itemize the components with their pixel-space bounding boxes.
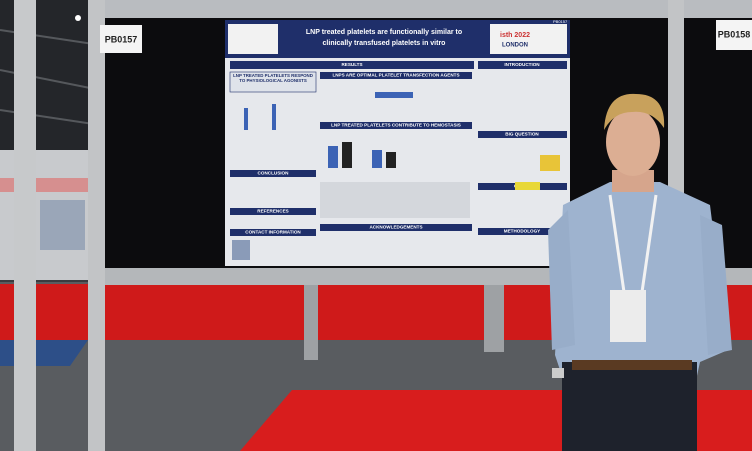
ceiling-light xyxy=(75,15,81,21)
name-badge xyxy=(610,290,646,342)
neck xyxy=(612,170,654,192)
contact-photo xyxy=(232,240,250,260)
arm xyxy=(700,215,732,355)
figure-bar xyxy=(372,150,382,168)
lanyard xyxy=(608,194,626,293)
figure-bar xyxy=(272,104,276,130)
section-title: CONCLUSION xyxy=(258,171,290,176)
conference-badge xyxy=(490,24,567,54)
top-rail xyxy=(95,0,752,18)
lanyard xyxy=(640,194,658,293)
badge-year: isth 2022 xyxy=(500,32,530,39)
sign xyxy=(716,20,752,50)
header-bar xyxy=(320,72,472,79)
figure-highlight xyxy=(515,182,540,190)
section-title: INTRODUCTION xyxy=(504,62,540,67)
section-title: REFERENCES xyxy=(257,209,288,214)
arm xyxy=(548,210,575,350)
section-title: CONTACT INFORMATION xyxy=(245,230,301,235)
header-bar xyxy=(230,208,316,215)
board-leg xyxy=(484,282,504,352)
section-title: LNP TREATED PLATELETS RESPOND TO PHYSIOL… xyxy=(233,73,313,83)
person xyxy=(548,93,732,451)
university-logo xyxy=(228,24,278,54)
board-leg xyxy=(304,282,318,360)
sign-text: PB0158 xyxy=(718,29,751,39)
header-bar xyxy=(230,229,316,236)
section-title: ACKNOWLEDGEMENTS xyxy=(369,225,422,230)
header-bar xyxy=(478,228,567,235)
pole xyxy=(88,0,105,451)
figure-bar xyxy=(342,142,352,168)
section-title: LNPS ARE OPTIMAL PLATELET TRANSFECTION A… xyxy=(332,73,459,78)
hair xyxy=(604,93,665,130)
section-title: RESULTS xyxy=(341,62,362,67)
poster-figures xyxy=(232,92,560,260)
subheader-wrap: LNP TREATED PLATELETS RESPOND TO PHYSIOL… xyxy=(233,73,313,83)
figure-icon xyxy=(540,155,560,171)
belt xyxy=(572,360,692,370)
figure-bar xyxy=(375,92,413,98)
shirt xyxy=(555,182,728,385)
figure-bar xyxy=(244,108,248,130)
watch xyxy=(552,368,564,378)
booth-screen xyxy=(40,200,85,250)
poster-code: PB0157 xyxy=(553,19,568,24)
header-bar xyxy=(230,61,474,69)
face xyxy=(606,108,660,176)
section-title: METHODOLOGY xyxy=(504,229,541,234)
figure-bar xyxy=(328,146,338,168)
header-bar xyxy=(478,131,567,138)
header-bar xyxy=(320,224,472,231)
figure-bar xyxy=(386,152,396,168)
poster-title: clinically transfused platelets in vitro xyxy=(323,40,446,47)
section-title: BIG QUESTION xyxy=(505,132,539,137)
poster-title: LNP treated platelets are functionally s… xyxy=(306,29,462,36)
pole xyxy=(14,0,36,451)
sign-text: PB0157 xyxy=(105,34,138,44)
trousers xyxy=(562,362,697,451)
subheader-box xyxy=(229,71,317,93)
header-bar xyxy=(320,122,472,129)
figure-table xyxy=(320,182,470,218)
section-title: LNP TREATED PLATELETS CONTRIBUTE TO HEMO… xyxy=(331,123,461,128)
section-headers: RESULTS INTRODUCTION LNPS ARE OPTIMAL PL… xyxy=(229,61,567,236)
booth-sign xyxy=(0,178,90,192)
header-bar xyxy=(230,170,316,177)
header-bar xyxy=(478,61,567,69)
badge-city: LONDON xyxy=(502,43,528,49)
sign xyxy=(100,25,142,53)
